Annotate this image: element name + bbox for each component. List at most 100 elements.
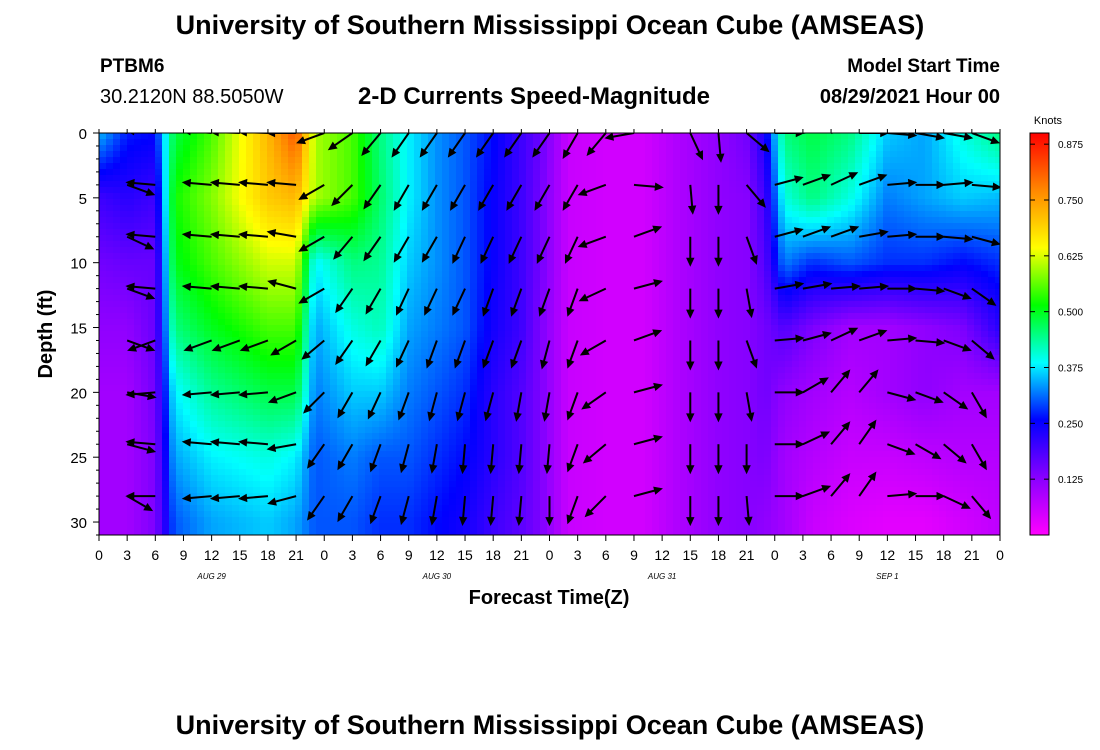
speed-cell xyxy=(547,193,555,200)
speed-cell xyxy=(554,241,562,248)
speed-cell xyxy=(400,247,408,254)
speed-cell xyxy=(456,175,464,182)
speed-cell xyxy=(148,427,156,434)
speed-cell xyxy=(505,271,513,278)
speed-cell xyxy=(267,211,275,218)
speed-cell xyxy=(358,385,366,392)
speed-cell xyxy=(589,409,597,416)
speed-cell xyxy=(393,229,401,236)
speed-cell xyxy=(456,265,464,272)
speed-cell xyxy=(596,157,604,164)
speed-cell xyxy=(519,481,527,488)
speed-cell xyxy=(589,337,597,344)
speed-cell xyxy=(253,319,261,326)
speed-cell xyxy=(414,277,422,284)
speed-cell xyxy=(596,295,604,302)
speed-cell xyxy=(302,271,310,278)
speed-cell xyxy=(421,421,429,428)
speed-cell xyxy=(155,157,163,164)
speed-cell xyxy=(267,163,275,170)
speed-cell xyxy=(225,451,233,458)
speed-cell xyxy=(407,355,415,362)
speed-cell xyxy=(470,265,478,272)
speed-cell xyxy=(379,235,387,242)
speed-cell xyxy=(484,319,492,326)
speed-cell xyxy=(379,205,387,212)
speed-cell xyxy=(463,355,471,362)
speed-cell xyxy=(253,355,261,362)
speed-cell xyxy=(169,391,177,398)
speed-cell xyxy=(526,385,534,392)
speed-cell xyxy=(316,217,324,224)
speed-cell xyxy=(190,451,198,458)
speed-cell xyxy=(288,187,296,194)
speed-cell xyxy=(358,433,366,440)
speed-cell xyxy=(323,385,331,392)
speed-cell xyxy=(540,205,548,212)
speed-cell xyxy=(414,205,422,212)
speed-cell xyxy=(162,277,170,284)
speed-cell xyxy=(99,523,107,530)
speed-cell xyxy=(169,253,177,260)
speed-cell xyxy=(498,247,506,254)
speed-cell xyxy=(456,133,464,140)
speed-cell xyxy=(582,451,590,458)
speed-cell xyxy=(358,211,366,218)
speed-cell xyxy=(365,157,373,164)
speed-cell xyxy=(323,433,331,440)
speed-cell xyxy=(351,199,359,206)
speed-cell xyxy=(197,211,205,218)
speed-cell xyxy=(204,379,212,386)
speed-cell xyxy=(190,421,198,428)
speed-cell xyxy=(155,349,163,356)
speed-cell xyxy=(134,229,142,236)
speed-cell xyxy=(274,505,282,512)
speed-cell xyxy=(267,139,275,146)
speed-cell xyxy=(302,427,310,434)
speed-cell xyxy=(330,511,338,518)
speed-cell xyxy=(596,199,604,206)
speed-cell xyxy=(253,451,261,458)
speed-cell xyxy=(106,217,114,224)
speed-cell xyxy=(449,265,457,272)
speed-cell xyxy=(281,193,289,200)
speed-cell xyxy=(421,241,429,248)
speed-cell xyxy=(393,487,401,494)
speed-cell xyxy=(526,199,534,206)
speed-cell xyxy=(512,145,520,152)
speed-cell xyxy=(561,487,569,494)
speed-cell xyxy=(113,439,121,446)
speed-cell xyxy=(519,133,527,140)
speed-cell xyxy=(421,319,429,326)
speed-cell xyxy=(239,397,247,404)
speed-cell xyxy=(414,367,422,374)
speed-cell xyxy=(407,403,415,410)
speed-cell xyxy=(204,415,212,422)
speed-cell xyxy=(421,457,429,464)
speed-cell xyxy=(589,211,597,218)
speed-cell xyxy=(211,523,219,530)
speed-cell xyxy=(162,451,170,458)
speed-cell xyxy=(295,415,303,422)
speed-cell xyxy=(288,193,296,200)
speed-cell xyxy=(113,271,121,278)
speed-cell xyxy=(127,379,135,386)
speed-cell xyxy=(351,457,359,464)
speed-cell xyxy=(463,271,471,278)
speed-cell xyxy=(281,475,289,482)
speed-cell xyxy=(561,133,569,140)
speed-cell xyxy=(239,373,247,380)
speed-cell xyxy=(106,379,114,386)
speed-cell xyxy=(505,247,513,254)
speed-cell xyxy=(113,517,121,524)
speed-cell xyxy=(498,289,506,296)
speed-cell xyxy=(302,523,310,530)
speed-cell xyxy=(190,529,198,535)
speed-cell xyxy=(288,241,296,248)
speed-cell xyxy=(372,415,380,422)
speed-cell xyxy=(211,271,219,278)
speed-cell xyxy=(239,487,247,494)
speed-cell xyxy=(561,349,569,356)
speed-cell xyxy=(414,193,422,200)
speed-cell xyxy=(491,361,499,368)
